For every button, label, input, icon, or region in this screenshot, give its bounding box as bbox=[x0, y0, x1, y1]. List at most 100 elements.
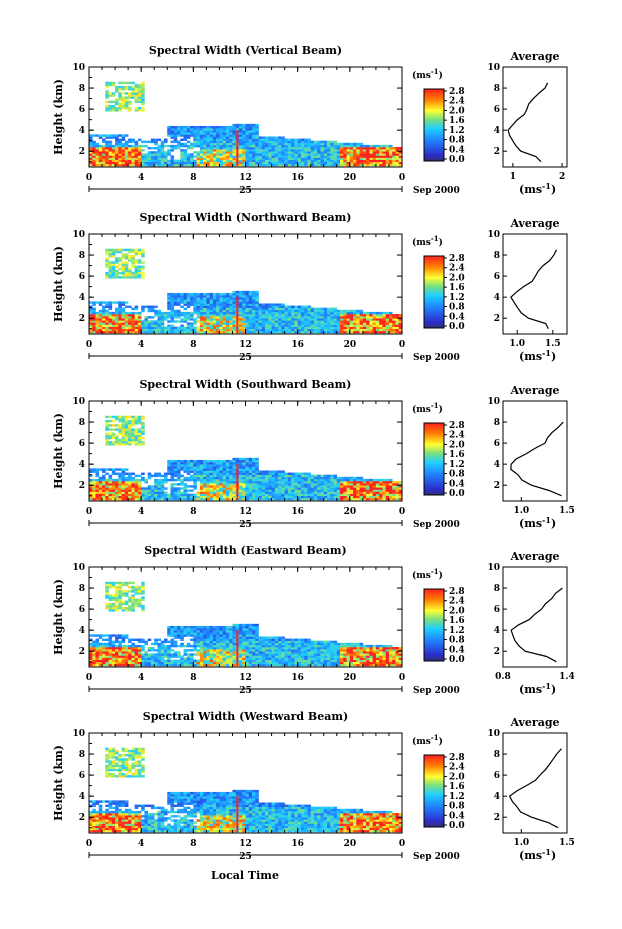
heatmap-cell bbox=[131, 147, 135, 150]
heatmap-cell bbox=[98, 314, 103, 317]
heatmap-cell bbox=[150, 497, 155, 501]
heatmap-cell bbox=[261, 474, 266, 478]
heatmap-cell bbox=[212, 305, 217, 308]
y-tick-label: 2 bbox=[79, 314, 85, 324]
heatmap-cell bbox=[281, 476, 285, 480]
heatmap-cell bbox=[128, 607, 132, 610]
heatmap-cell bbox=[118, 600, 122, 604]
heatmap-cell bbox=[209, 462, 214, 465]
heatmap-cell bbox=[232, 483, 237, 486]
month-label: Sep 2000 bbox=[413, 186, 460, 196]
heatmap-cell bbox=[157, 161, 162, 165]
heatmap-cell bbox=[304, 487, 308, 490]
heatmap-cell bbox=[255, 320, 259, 323]
heatmap-cell bbox=[258, 491, 263, 494]
heatmap-cell bbox=[281, 159, 285, 163]
heatmap-cell bbox=[190, 322, 194, 325]
heatmap-cell bbox=[385, 481, 390, 484]
heatmap-cell bbox=[327, 487, 331, 490]
heatmap-cell bbox=[118, 491, 122, 494]
heatmap-cell bbox=[190, 144, 194, 148]
heatmap-cell bbox=[310, 485, 315, 488]
heatmap-cell bbox=[287, 138, 292, 141]
heatmap-cell bbox=[209, 295, 214, 298]
heatmap-cell bbox=[118, 487, 122, 490]
heatmap-cell bbox=[177, 483, 181, 486]
heatmap-cell bbox=[212, 136, 217, 139]
heatmap-cell bbox=[392, 151, 396, 154]
heatmap-cell bbox=[92, 330, 96, 334]
heatmap-cell bbox=[398, 320, 403, 323]
heatmap-cell bbox=[320, 151, 325, 154]
heatmap-cell bbox=[150, 151, 155, 154]
heatmap-cell bbox=[199, 136, 204, 139]
heatmap-cell bbox=[268, 159, 272, 163]
heatmap-cell bbox=[300, 491, 305, 494]
heatmap-cell bbox=[124, 590, 129, 593]
heatmap-cell bbox=[300, 157, 305, 160]
heatmap-cell bbox=[307, 140, 312, 144]
heatmap-cell bbox=[111, 649, 116, 652]
heatmap-cell bbox=[141, 322, 145, 325]
heatmap-cell bbox=[219, 324, 223, 327]
heatmap-cell bbox=[356, 318, 360, 321]
heatmap-cell bbox=[222, 128, 227, 131]
heatmap-cell bbox=[98, 659, 103, 663]
heatmap-cell bbox=[274, 138, 279, 141]
heatmap-cell bbox=[105, 157, 109, 160]
heatmap-cell bbox=[252, 487, 256, 490]
heatmap-cell bbox=[137, 314, 142, 317]
heatmap-cell bbox=[265, 159, 269, 163]
heatmap-cell bbox=[242, 295, 246, 298]
heatmap-cell bbox=[323, 311, 328, 315]
heatmap-cell bbox=[300, 159, 305, 163]
heatmap-cell bbox=[137, 163, 142, 167]
heatmap-cell bbox=[173, 483, 178, 486]
heatmap-cell bbox=[186, 311, 191, 315]
heatmap-cell bbox=[261, 493, 266, 497]
heatmap-cell bbox=[330, 155, 334, 158]
heatmap-cell bbox=[248, 292, 253, 296]
heatmap-cell bbox=[118, 590, 122, 593]
heatmap-cell bbox=[98, 151, 103, 154]
heatmap-cell bbox=[222, 309, 227, 313]
heatmap-cell bbox=[128, 476, 132, 480]
heatmap-cell bbox=[320, 324, 325, 327]
heatmap-cell bbox=[170, 132, 175, 135]
heatmap-cell bbox=[235, 462, 240, 465]
heatmap-cell bbox=[134, 497, 139, 501]
heatmap-cell bbox=[177, 292, 181, 296]
heatmap-cell bbox=[245, 311, 250, 315]
heatmap-cell bbox=[131, 140, 135, 144]
heatmap-cell bbox=[395, 159, 400, 163]
heatmap-cell bbox=[313, 491, 318, 494]
heatmap-cell bbox=[180, 491, 184, 494]
heatmap-cell bbox=[137, 422, 142, 425]
heatmap-cell bbox=[388, 487, 393, 490]
heatmap-cell bbox=[268, 326, 272, 330]
heatmap-cell bbox=[183, 489, 188, 492]
heatmap-cell bbox=[317, 493, 321, 497]
heatmap-cell bbox=[248, 142, 253, 146]
heatmap-cell bbox=[287, 142, 292, 146]
heatmap-cell bbox=[327, 495, 331, 499]
heatmap-cell bbox=[137, 85, 142, 89]
heatmap-cell bbox=[173, 487, 178, 490]
heatmap-cell bbox=[265, 309, 269, 313]
y-axis-label: Height (km) bbox=[52, 246, 65, 322]
heatmap-cell bbox=[173, 495, 178, 499]
heatmap-cell bbox=[173, 295, 178, 298]
heatmap-cell bbox=[163, 311, 168, 315]
heatmap-cell bbox=[141, 424, 145, 427]
heatmap-cell bbox=[300, 316, 305, 319]
heatmap-cell bbox=[131, 655, 135, 658]
heatmap-cell bbox=[278, 322, 282, 325]
heatmap-cell bbox=[141, 428, 145, 431]
heatmap-cell bbox=[320, 487, 325, 490]
heatmap-cell bbox=[274, 151, 279, 154]
heatmap-cell bbox=[216, 472, 220, 475]
heatmap-cell bbox=[258, 157, 263, 160]
heatmap-cell bbox=[265, 324, 269, 327]
heatmap-cell bbox=[242, 314, 246, 317]
heatmap-cell bbox=[268, 149, 272, 152]
